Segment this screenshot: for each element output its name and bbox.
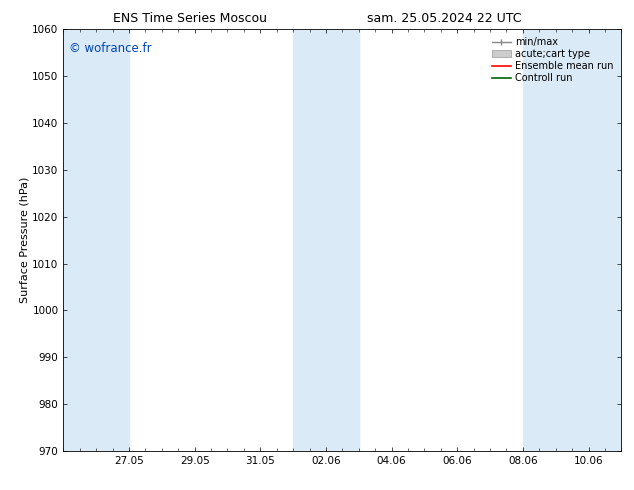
Text: sam. 25.05.2024 22 UTC: sam. 25.05.2024 22 UTC (366, 12, 521, 25)
Bar (293, 29, 359, 451)
Legend: min/max, acute;cart type, Ensemble mean run, Controll run: min/max, acute;cart type, Ensemble mean … (489, 34, 616, 86)
Text: ENS Time Series Moscou: ENS Time Series Moscou (113, 12, 267, 25)
Text: © wofrance.fr: © wofrance.fr (69, 42, 152, 55)
Y-axis label: Surface Pressure (hPa): Surface Pressure (hPa) (20, 177, 30, 303)
Bar (523, 29, 621, 451)
Bar (63, 29, 129, 451)
